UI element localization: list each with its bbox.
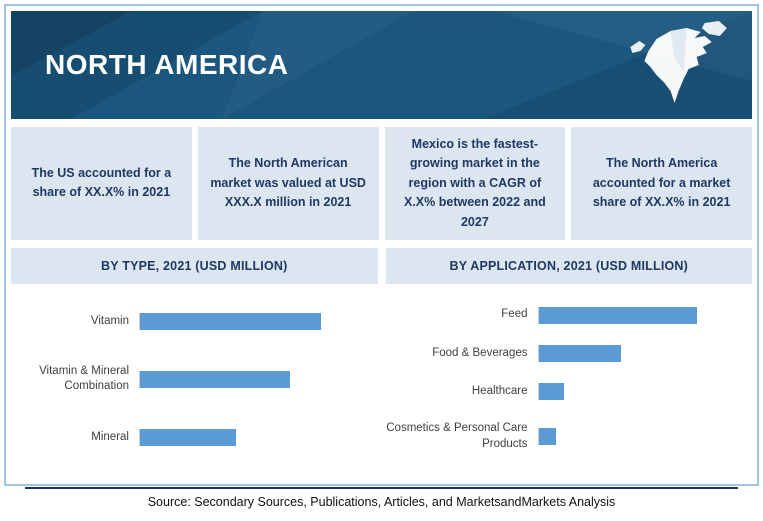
highlight-card-market-value: The North American market was valued at …: [197, 127, 379, 240]
highlight-card-na-share: The North America accounted for a market…: [571, 127, 752, 240]
bar-track: [139, 370, 372, 388]
bar-row: Cosmetics & Personal Care Products: [386, 421, 747, 452]
charts-row: Vitamin Vitamin & Mineral Combination Mine…: [11, 287, 752, 479]
bar: [538, 383, 564, 401]
bar-track: [537, 428, 747, 446]
bar-row: Vitamin: [11, 312, 372, 330]
bar-category-label: Cosmetics & Personal Care Products: [386, 422, 528, 450]
highlight-card-us-share: The US accounted for a share of XX.X% in…: [11, 127, 192, 240]
section-header-by-application: BY APPLICATION, 2021 (USD MILLION): [385, 247, 752, 284]
north-america-map-icon: [630, 21, 727, 103]
bar: [538, 428, 556, 446]
bar-track: [139, 312, 372, 330]
chart-by-application: Feed Food & Beverages Healthcare Cosmetics …: [385, 287, 752, 473]
infographic-frame: NORTH AMERICA The US accounted for a sha…: [4, 4, 759, 486]
bar-track: [537, 383, 747, 401]
bar: [538, 306, 697, 324]
bar-row: Mineral: [11, 428, 372, 446]
bar: [140, 428, 236, 446]
bar-category-label: Food & Beverages: [432, 346, 528, 359]
bar-track: [537, 306, 747, 324]
footer-divider: [25, 487, 738, 489]
bar-category-label: Vitamin: [90, 314, 129, 327]
region-banner: NORTH AMERICA: [11, 11, 752, 119]
bar: [140, 312, 321, 330]
banner-background: [11, 11, 752, 119]
bar-row: Healthcare: [386, 383, 747, 401]
highlight-card-text: The North American market was valued at …: [210, 156, 366, 210]
bar-track: [537, 344, 747, 362]
page-title: NORTH AMERICA: [45, 49, 289, 80]
bar-row: Feed: [386, 306, 747, 324]
highlight-card-text: The North America accounted for a market…: [592, 156, 731, 210]
highlight-cards-row: The US accounted for a share of XX.X% in…: [11, 127, 752, 240]
section-headers-row: BY TYPE, 2021 (USD MILLION) BY APPLICATI…: [11, 247, 752, 284]
section-header-by-type: BY TYPE, 2021 (USD MILLION): [11, 247, 378, 284]
bar: [538, 344, 621, 362]
chart-by-type: Vitamin Vitamin & Mineral Combination Mine…: [11, 287, 378, 473]
bar-category-label: Vitamin & Mineral Combination: [39, 364, 129, 393]
highlight-card-text: Mexico is the fastest-growing market in …: [404, 137, 546, 229]
bar-row: Vitamin & Mineral Combination: [11, 364, 372, 395]
source-text: Source: Secondary Sources, Publications,…: [147, 495, 616, 509]
highlight-card-text: The US accounted for a share of XX.X% in…: [31, 166, 172, 200]
bar-row: Food & Beverages: [386, 344, 747, 362]
bar-category-label: Feed: [501, 308, 528, 321]
bar-category-label: Healthcare: [471, 384, 528, 397]
bar-category-label: Mineral: [91, 430, 129, 443]
bar: [140, 370, 291, 388]
bar-track: [139, 428, 372, 446]
highlight-card-mexico-cagr: Mexico is the fastest-growing market in …: [384, 127, 566, 240]
